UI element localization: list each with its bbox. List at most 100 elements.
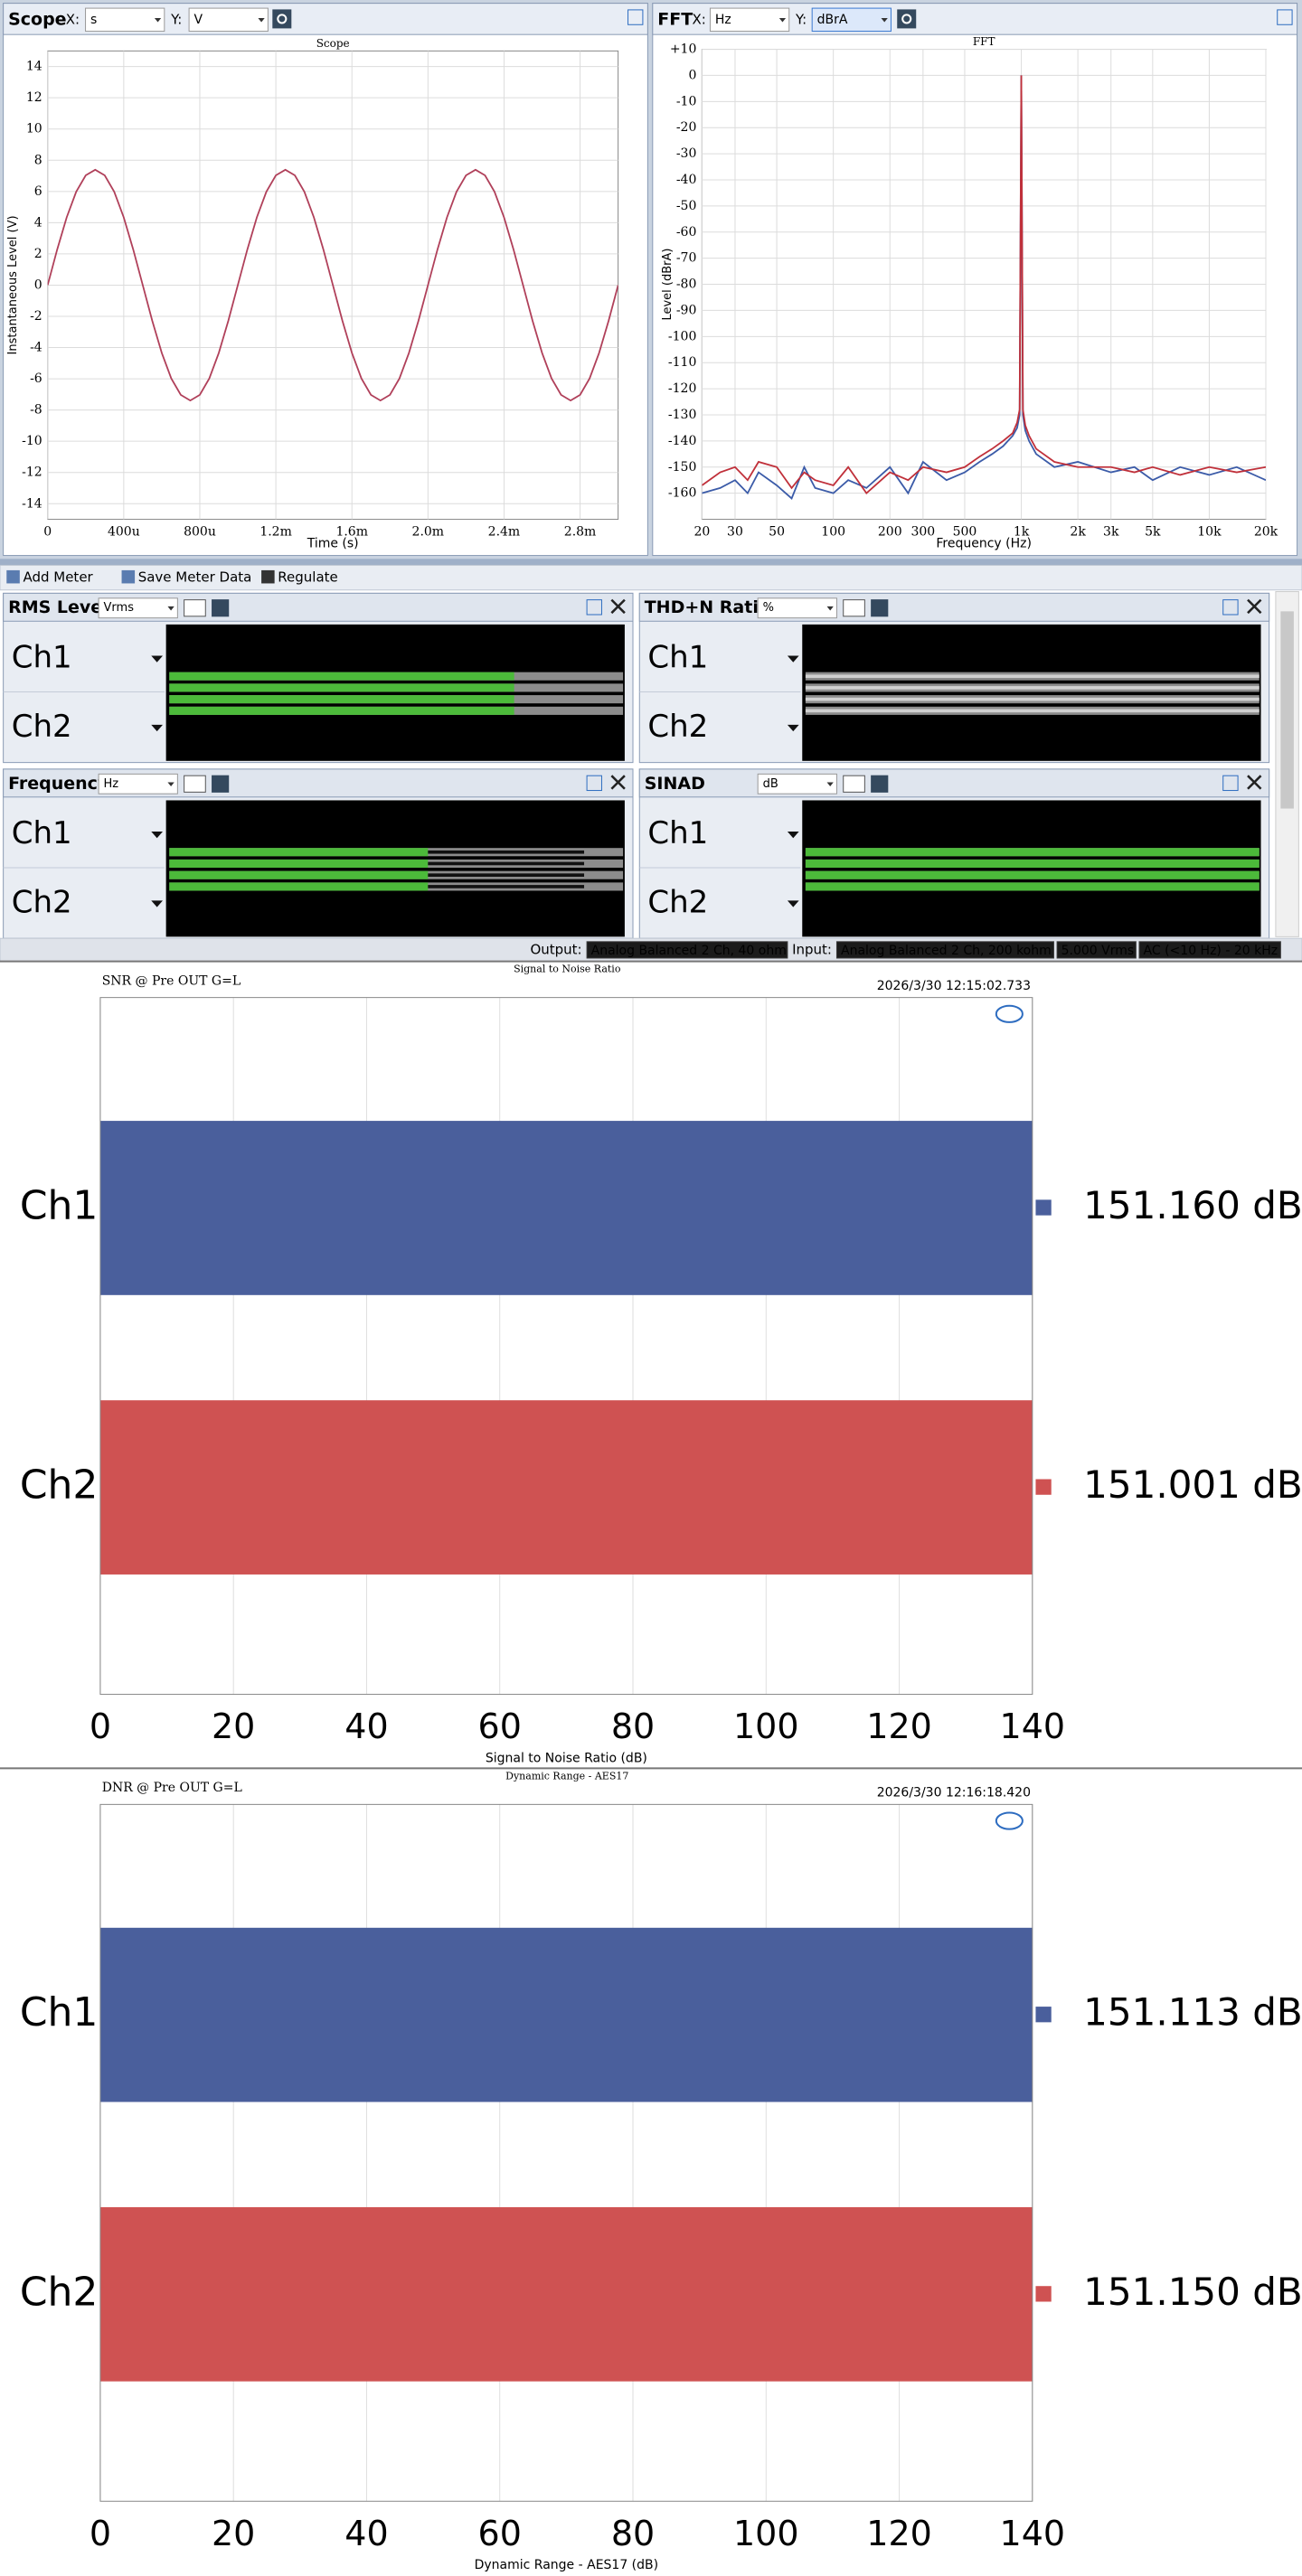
x-unit-dropdown[interactable] [709,7,790,33]
x-tick-label: 1.6m [335,525,368,540]
y-tick-label: -12 [22,465,42,480]
x-tick-label: 40 [344,2514,388,2553]
y-unit-dropdown[interactable] [811,7,892,33]
close-button[interactable] [1247,775,1262,790]
toolbar-icon[interactable] [261,569,275,584]
y-unit[interactable]: dBrA [817,13,848,27]
x-axis-label: Time (s) [307,537,359,551]
x-tick-label: 1k [1014,525,1030,540]
channel-label[interactable]: Ch1 [12,640,72,676]
toolbar-button[interactable]: Save Meter Data [138,569,252,586]
chart-title: FFT [973,35,995,48]
status-field [586,941,788,959]
value-label: 151.001 dB [1083,1462,1302,1507]
y-tick-label: -10 [22,434,42,448]
meter-unit[interactable]: Hz [104,777,119,791]
toolbar-button[interactable]: Add Meter [23,569,93,586]
ap-logo [995,1811,1024,1830]
settings-button[interactable] [897,9,917,29]
channel-label[interactable]: Ch2 [12,885,72,921]
meter-unit[interactable]: dB [763,777,778,791]
x-axis-label: Dynamic Range - AES17 (dB) [475,2558,659,2572]
category-label: Ch2 [20,1462,99,1509]
y-tick-label: -100 [668,329,696,343]
x-tick-label: 200 [878,525,902,540]
y-tick-label: -150 [668,460,696,475]
legend-swatch [1035,2286,1052,2302]
panel-title: Scope [8,9,67,29]
bar-fill [805,859,1260,868]
x-unit[interactable]: Hz [715,13,731,27]
x-tick-label: 30 [727,525,743,540]
toolbar-button[interactable]: Regulate [278,569,337,586]
status-field [1056,941,1137,959]
channel-label[interactable]: Ch1 [647,815,708,851]
popout-button[interactable] [1222,599,1239,616]
popout-button[interactable] [627,9,644,25]
format-button[interactable] [184,599,206,617]
bar-peak [428,861,585,866]
channel-label[interactable]: Ch2 [12,709,72,745]
toolbar-icon[interactable] [121,569,136,584]
reading-value: 1.00012 [410,805,538,841]
y-tick-label: -140 [668,434,696,448]
settings-button[interactable] [212,599,230,617]
meter-unit[interactable]: Vrms [104,601,135,615]
channel-label[interactable]: Ch2 [647,709,708,745]
status-label: Output: [530,941,581,957]
meter-title: RMS Level [8,597,108,617]
y-tick-label: 6 [34,184,42,199]
y-tick-label: -10 [676,94,697,108]
status-field [1138,941,1281,959]
x-tick-label: 140 [1000,2514,1066,2553]
dropdown-arrow [258,18,265,23]
toolbar-icon[interactable] [6,569,20,584]
settings-button[interactable] [871,599,889,617]
y-unit[interactable]: V [194,13,203,27]
bar-fill [169,859,429,868]
unit-dropdown[interactable] [98,597,178,619]
settings-button[interactable] [212,775,230,793]
y-label: Y: [795,11,807,27]
channel-label[interactable]: Ch1 [647,640,708,676]
settings-button[interactable] [272,9,292,29]
y-tick-label: 10 [26,122,42,136]
x-unit[interactable]: s [90,13,97,27]
x-tick-label: 800u [184,525,216,540]
status-value: Analog Balanced 2 Ch, 200 kohm [841,944,1052,958]
popout-button[interactable] [586,775,602,792]
x-tick-label: 3k [1103,525,1119,540]
channel-dropdown-arrow [151,832,163,839]
meter-display [165,800,625,937]
channel-label[interactable]: Ch2 [647,885,708,921]
close-button[interactable] [610,598,626,615]
popout-button[interactable] [1222,775,1239,792]
legend-swatch [1035,2007,1052,2023]
y-unit-dropdown[interactable] [188,7,269,33]
unit-dropdown[interactable] [757,773,837,794]
x-tick-label: 60 [478,2514,522,2553]
x-label: X: [692,11,705,27]
close-button[interactable] [610,775,626,790]
popout-button[interactable] [1277,9,1293,25]
format-button[interactable] [843,775,865,793]
channel-dropdown-arrow [151,900,163,907]
chart-title: Signal to Noise Ratio [514,964,621,975]
unit-dropdown[interactable] [98,773,178,794]
close-button[interactable] [1247,598,1262,615]
format-button[interactable] [184,775,206,793]
y-tick-label: 14 [26,60,42,74]
y-tick-label: -4 [30,341,42,355]
channel-label[interactable]: Ch1 [12,815,72,851]
bar [99,1400,1033,1575]
x-unit-dropdown[interactable] [85,7,165,33]
bar-fill [169,683,514,692]
plot-area [99,997,1033,1695]
reading-value: 0.000050 [1055,717,1202,753]
settings-button[interactable] [871,775,889,793]
format-button[interactable] [843,599,865,617]
x-tick-label: 10k [1197,525,1222,540]
meter-unit[interactable]: % [763,601,774,615]
unit-dropdown[interactable] [757,597,837,619]
popout-button[interactable] [586,599,602,616]
